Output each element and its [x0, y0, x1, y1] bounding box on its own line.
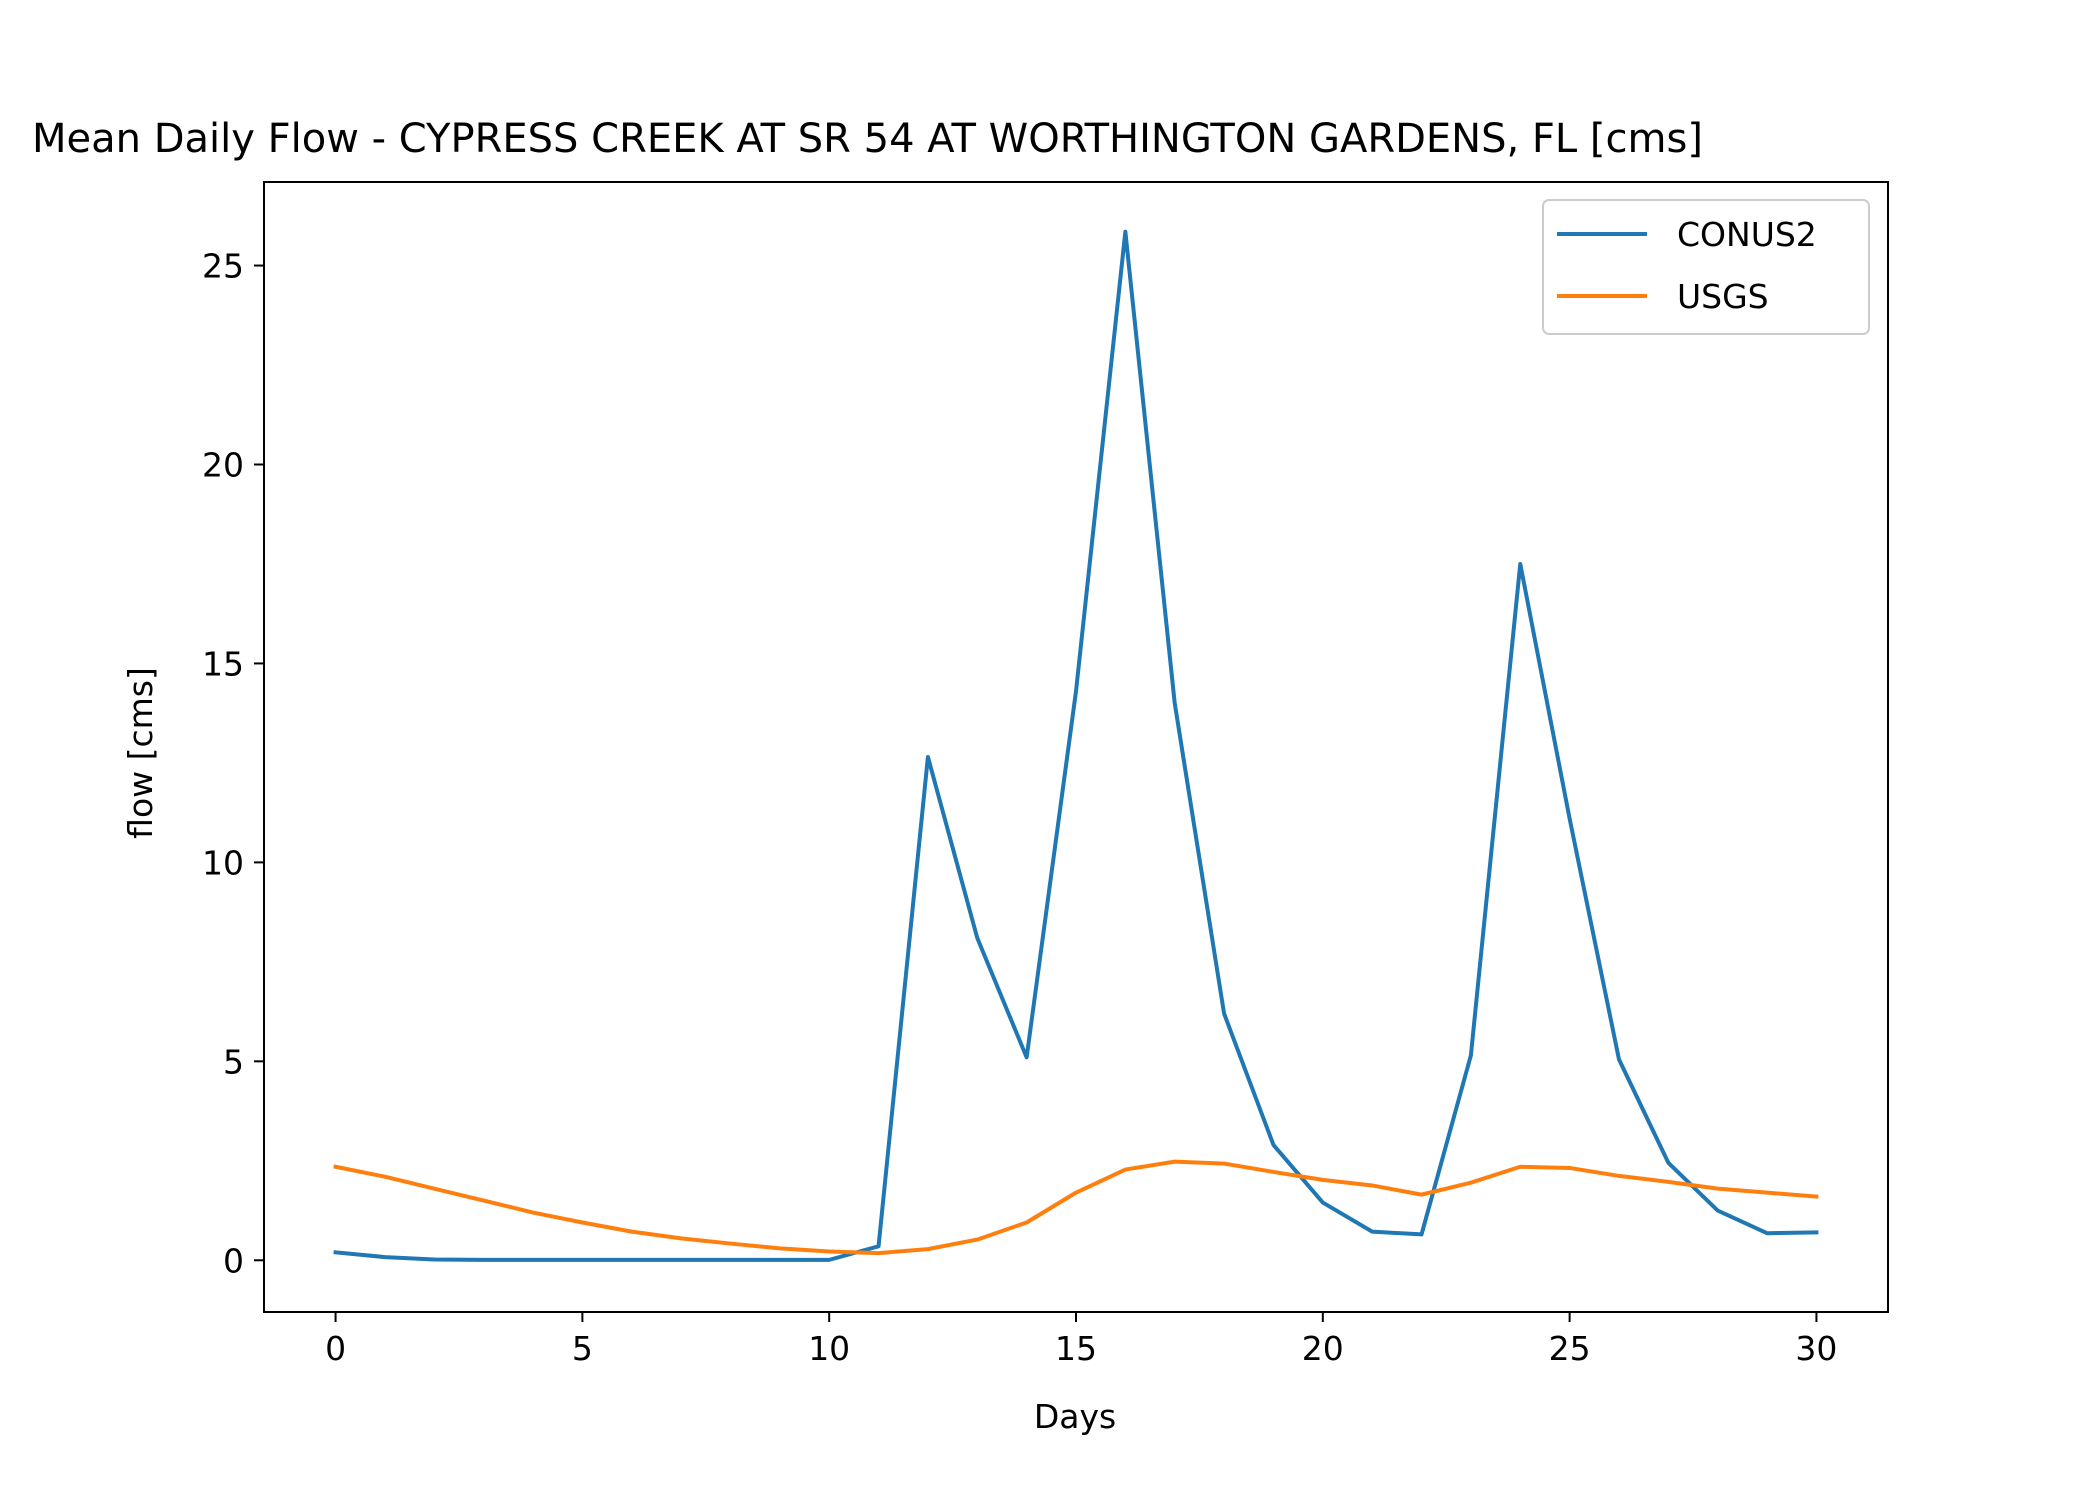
x-tick-label: 10	[808, 1329, 850, 1368]
x-tick-label: 0	[325, 1329, 346, 1368]
y-tick-label: 15	[202, 644, 244, 683]
x-tick-label: 15	[1055, 1329, 1097, 1368]
legend-label-conus2: CONUS2	[1677, 215, 1817, 254]
x-tick-label: 20	[1302, 1329, 1344, 1368]
y-tick-label: 25	[202, 247, 244, 286]
series-line-usgs	[333, 1159, 1819, 1256]
x-tick-label: 25	[1549, 1329, 1591, 1368]
legend-label-usgs: USGS	[1677, 277, 1769, 316]
axes-frame	[263, 181, 1889, 1313]
y-tick-label: 10	[202, 843, 244, 882]
x-tick-label: 30	[1795, 1329, 1837, 1368]
x-axis-label: Days	[1034, 1397, 1116, 1436]
y-axis-label: flow [cms]	[121, 667, 160, 839]
plot-area	[333, 229, 1819, 1262]
y-tick-label: 20	[202, 446, 244, 485]
axes: 0 5 10 15 20 25 30 0 5 10 15 20 25	[202, 181, 1889, 1368]
y-tick-label: 5	[223, 1042, 244, 1081]
x-tick-label: 5	[572, 1329, 593, 1368]
chart-title: Mean Daily Flow - CYPRESS CREEK AT SR 54…	[32, 116, 1703, 162]
legend: CONUS2 USGS	[1542, 199, 1870, 335]
y-tick-label: 0	[223, 1241, 244, 1280]
series-line-conus2	[333, 229, 1819, 1262]
